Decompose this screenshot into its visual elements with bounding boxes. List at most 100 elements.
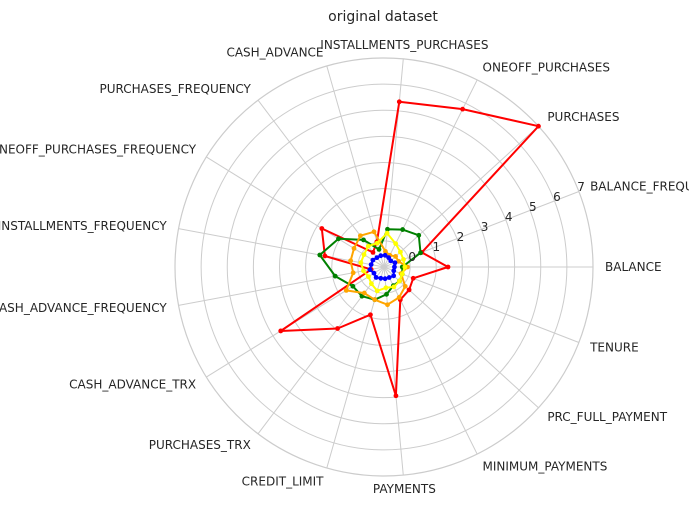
data-point [385,302,390,308]
data-point [367,267,373,273]
data-point [376,247,382,252]
data-point [350,283,356,289]
category-label: CASH_ADVANCE_TRX [69,377,196,391]
grid-spoke [383,266,404,476]
data-point [382,276,388,282]
data-point [393,241,399,247]
grid-spoke [383,191,580,268]
data-point [371,229,377,235]
data-point [369,281,374,287]
category-label: PURCHASES_INSTALLMENTS_FREQUENCY [0,219,167,233]
data-point [385,226,390,232]
data-point [370,250,376,255]
category-label: BALANCE_FREQUENCY [590,179,689,193]
data-point [370,257,376,263]
data-point [399,271,405,277]
data-point [361,290,367,296]
data-point [398,249,403,255]
data-point [366,274,371,280]
data-point [396,99,402,105]
category-label: CASH_ADVANCE [226,46,323,60]
data-point [374,240,380,246]
data-point [336,236,341,242]
data-point [368,312,373,318]
data-point [372,297,378,303]
data-point [384,230,390,236]
category-label: PURCHASES_FREQUENCY [100,82,252,96]
data-point [361,268,366,274]
radial-tick-label: 7 [577,180,585,194]
radial-tick-label: 0 [408,250,416,264]
data-point [397,278,402,284]
category-label: TENURE [589,341,639,355]
data-point [382,252,388,258]
radial-tick-labels: 0 1 2 3 4 5 6 7 [408,180,585,264]
data-point [365,243,371,249]
radial-tick-label: 6 [553,190,561,204]
category-label: PAYMENTS [373,482,436,496]
category-label: CASH_ADVANCE_FREQUENCY [0,301,167,315]
data-point [361,252,367,258]
data-point [391,268,397,274]
data-point [416,232,422,238]
data-point [392,260,398,266]
data-point [396,295,402,300]
grid-spoke [383,266,539,409]
data-point [378,275,384,281]
data-point [361,237,366,243]
data-point [386,275,392,280]
data-point [536,123,541,129]
grid-spoke [178,266,385,306]
data-point [343,287,349,293]
data-point [374,255,380,261]
data-point [402,264,408,270]
data-point [393,254,398,259]
data-point [322,253,328,259]
data-point [335,326,340,331]
data-point [391,284,397,290]
data-point [350,270,356,276]
radial-tick-label: 3 [481,220,489,234]
category-label: PURCHASES [547,110,619,124]
data-point [396,258,402,264]
category-label: MINIMUM_PAYMENTS [483,460,608,474]
data-point [378,253,384,259]
data-point [391,273,397,279]
data-point [445,264,451,270]
data-point [348,258,354,264]
data-point [357,233,363,239]
data-point [317,252,323,258]
data-point [332,273,338,279]
category-label: ONEOFF_PURCHASES [483,60,610,74]
data-point [384,291,389,297]
data-point [402,283,408,289]
data-point [319,226,325,231]
radial-tick-label: 4 [505,210,513,224]
data-point [371,270,377,276]
data-point [400,227,406,232]
data-point [368,262,374,267]
radial-tick-label: 5 [529,200,537,214]
data-point [386,255,392,261]
category-label: PRC_FULL_PAYMENT [547,410,667,424]
category-label: BALANCE [605,260,662,274]
data-point [383,285,389,291]
data-point [406,287,412,293]
data-point [373,275,379,280]
series-line [279,100,540,397]
category-label: INSTALLMENTS_PURCHASES [320,38,488,52]
chart-title: original dataset [328,9,438,25]
polar-grid [174,57,594,477]
data-point [410,275,416,281]
data-point [374,288,380,294]
series-group [278,99,541,399]
category-label: CREDIT_LIMIT [242,474,325,488]
data-point [358,260,364,266]
data-point [401,257,406,262]
grid-spoke [383,266,580,343]
data-point [418,250,423,256]
category-label: PURCHASES_TRX [149,438,251,452]
category-label: ONEOFF_PURCHASES_FREQUENCY [0,143,197,157]
data-point [278,328,284,334]
